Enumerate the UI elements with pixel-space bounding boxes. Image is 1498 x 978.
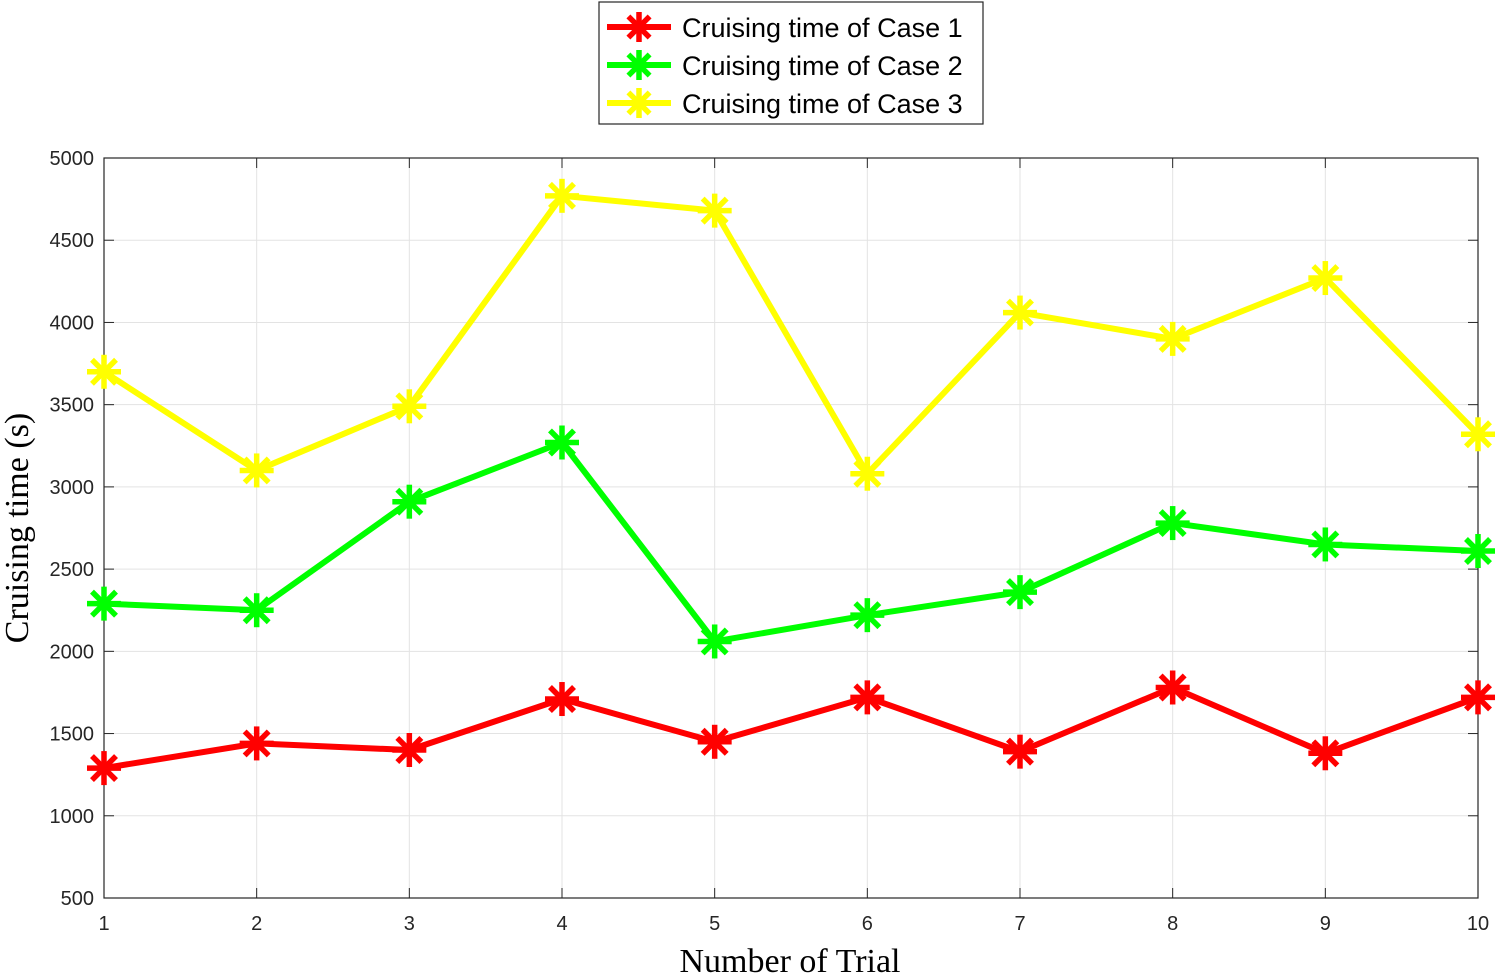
data-point-marker	[545, 425, 579, 460]
data-point-marker	[697, 193, 732, 228]
series-2	[87, 425, 1495, 659]
x-tick-label: 6	[862, 913, 873, 935]
data-point-marker	[87, 586, 121, 621]
y-tick-label: 2000	[50, 641, 95, 663]
data-point-marker	[545, 178, 579, 213]
data-point-marker	[1461, 680, 1495, 715]
legend-entry-3: Cruising time of Case 3	[607, 88, 963, 119]
x-tick-label: 1	[98, 913, 109, 935]
data-point-marker	[850, 456, 885, 491]
grid-lines	[103, 157, 1479, 899]
plot-frame	[103, 157, 1479, 899]
legend-entry-1: Cruising time of Case 1	[607, 12, 963, 43]
data-point-marker	[239, 726, 274, 761]
x-tick-label: 2	[251, 913, 262, 935]
x-tick-label: 8	[1167, 913, 1178, 935]
y-tick-label: 4500	[50, 230, 95, 252]
data-point-marker	[1461, 534, 1495, 569]
series-line	[103, 439, 1479, 645]
data-point-marker	[1155, 506, 1190, 541]
data-point-marker	[87, 354, 121, 389]
data-point-marker	[850, 680, 885, 715]
data-point-marker	[1003, 575, 1037, 610]
data-point-marker	[1308, 527, 1343, 562]
series-3	[87, 178, 1495, 491]
x-axis-label: Number of Trial	[680, 943, 901, 978]
data-point-marker	[1155, 670, 1190, 705]
data-point-marker	[1003, 295, 1037, 330]
y-axis-label: Cruising time (s)	[0, 413, 36, 643]
x-tick-label: 5	[709, 913, 720, 935]
data-point-marker	[1461, 417, 1495, 452]
y-tick-label: 5000	[50, 148, 95, 170]
x-tick-label: 9	[1320, 913, 1331, 935]
series-line	[102, 192, 1481, 477]
data-point-marker	[1308, 261, 1343, 296]
data-point-marker	[697, 724, 732, 759]
data-point-marker	[87, 751, 121, 786]
y-tick-label: 3500	[50, 395, 95, 417]
data-point-marker	[545, 682, 579, 717]
x-tick-label: 7	[1014, 913, 1025, 935]
data-point-marker	[392, 733, 427, 767]
tick-labels: 1 2 3 4 5 6 7 8 9 10 500 1000 1500 2000 2500 3000 3500 40…	[50, 148, 1490, 935]
series-group	[87, 178, 1495, 786]
data-point-marker	[1308, 736, 1343, 771]
legend-marker	[624, 50, 654, 80]
series-line	[103, 684, 1480, 772]
data-point-marker	[850, 598, 885, 633]
y-tick-label: 2500	[50, 559, 95, 581]
y-tick-label: 3000	[50, 477, 95, 499]
legend-marker	[624, 12, 654, 42]
data-point-marker	[1155, 321, 1190, 356]
y-tick-label: 1500	[50, 724, 95, 746]
data-point-marker	[697, 624, 732, 659]
legend: Cruising time of Case 1 Cruising time of …	[598, 1, 984, 125]
x-tick-label: 3	[404, 913, 415, 935]
legend-entry-2: Cruising time of Case 2	[607, 50, 963, 81]
y-tick-label: 500	[61, 888, 94, 910]
data-point-marker	[239, 453, 274, 488]
legend-label: Cruising time of Case 3	[682, 89, 963, 119]
data-point-marker	[239, 593, 274, 628]
x-tick-label: 10	[1467, 913, 1489, 935]
series-1	[87, 670, 1495, 786]
data-point-marker	[392, 389, 427, 424]
y-tick-label: 4000	[50, 312, 95, 334]
y-tick-label: 1000	[50, 806, 95, 828]
data-point-marker	[392, 484, 427, 519]
data-point-marker	[1003, 734, 1037, 769]
axes	[103, 157, 1479, 899]
x-tick-label: 4	[556, 913, 567, 935]
legend-label: Cruising time of Case 2	[682, 51, 963, 81]
legend-label: Cruising time of Case 1	[682, 13, 963, 43]
legend-marker	[624, 88, 654, 118]
